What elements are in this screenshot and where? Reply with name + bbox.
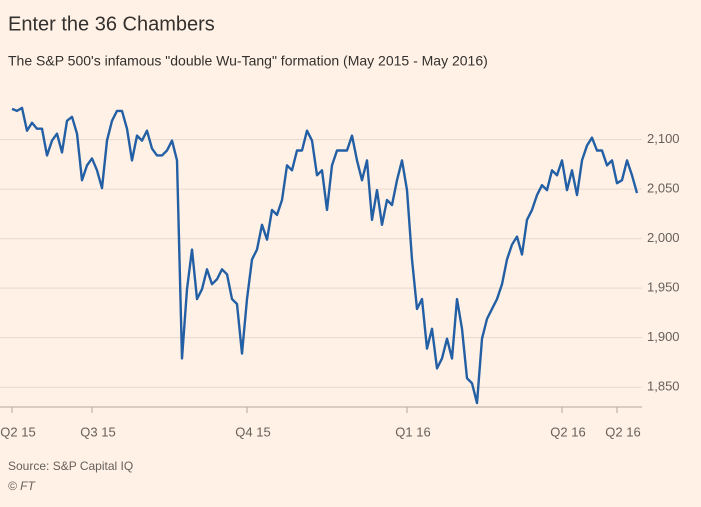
chart-title: Enter the 36 Chambers: [8, 13, 215, 35]
y-tick-label: 1,900: [647, 329, 680, 344]
y-tick-label: 1,850: [647, 379, 680, 394]
series-line: [11, 106, 639, 405]
chart-subtitle: The S&P 500's infamous "double Wu-Tang" …: [8, 53, 488, 69]
x-tick-label: Q2 15: [0, 424, 35, 439]
x-tick-label: Q3 15: [80, 424, 115, 439]
x-tick-label: Q1 16: [395, 424, 430, 439]
x-tick-label: Q2 16: [550, 424, 585, 439]
y-tick-label: 2,100: [647, 131, 680, 146]
source: Source: S&P Capital IQ: [8, 459, 133, 473]
y-tick-label: 1,950: [647, 280, 680, 295]
y-tick-label: 2,000: [647, 230, 680, 245]
y-tick-label: 2,050: [647, 181, 680, 196]
x-tick-label: Q2 16: [605, 424, 640, 439]
credit: © FT: [8, 479, 37, 493]
x-tick-label: Q4 15: [235, 424, 270, 439]
